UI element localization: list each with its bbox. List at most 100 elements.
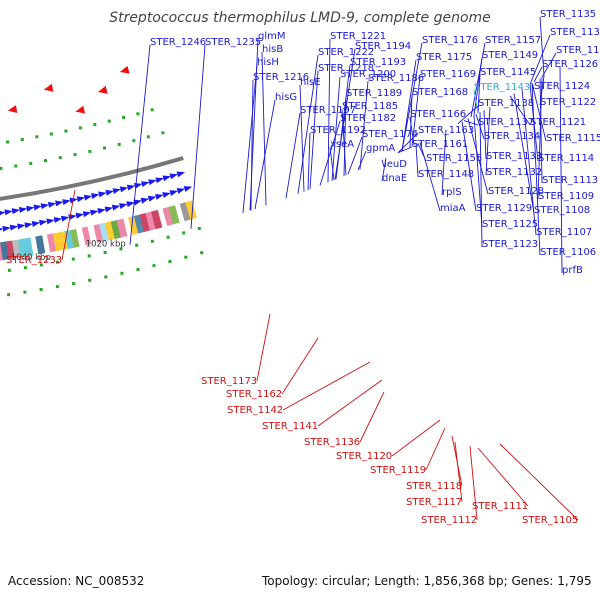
gene-label[interactable]: STER_1233 <box>6 255 62 266</box>
gene-label[interactable]: STER_1105 <box>522 515 578 526</box>
gene-label[interactable]: STER_1222 <box>318 47 374 58</box>
reverse-gene-arrow <box>119 65 130 74</box>
gene-label[interactable]: STER_1185 <box>342 101 398 112</box>
gene-label[interactable]: STER_1130 <box>556 45 600 56</box>
blue-leader-line <box>381 158 387 182</box>
gene-label[interactable]: STER_1142 <box>227 405 283 416</box>
gene-label[interactable]: STER_1194 <box>355 41 411 52</box>
gene-label[interactable]: STER_1128 <box>488 186 544 197</box>
gene-label[interactable]: STER_1120 <box>336 451 392 462</box>
gene-label[interactable]: STER_1221 <box>330 31 386 42</box>
gene-label[interactable]: STER_1126 <box>542 59 598 70</box>
gene-label[interactable]: hisE <box>300 77 321 88</box>
gene-label[interactable]: STER_1235 <box>205 37 261 48</box>
gene-label[interactable]: STER_1186 <box>368 73 424 84</box>
gene-label[interactable]: STER_1125 <box>482 219 538 230</box>
gene-label[interactable]: STER_1134 <box>484 131 540 142</box>
blue-leader-line <box>401 59 417 151</box>
track-dot <box>64 129 68 133</box>
gene-label[interactable]: STER_1114 <box>538 153 594 164</box>
gene-label[interactable]: STER_1148 <box>418 169 474 180</box>
gene-label[interactable]: STER_1192 <box>310 125 366 136</box>
gene-label[interactable]: hisB <box>262 44 283 55</box>
gene-label[interactable]: STER_1135 <box>540 9 596 20</box>
gene-label[interactable]: STER_1166 <box>410 109 466 120</box>
gene-label[interactable]: STER_1149 <box>482 50 538 61</box>
gene-label[interactable]: hisH <box>257 57 279 68</box>
gene-label[interactable]: STER_1132 <box>486 167 542 178</box>
gene-label[interactable]: STER_1129 <box>476 203 532 214</box>
forward-gene-arrow <box>60 215 70 222</box>
gene-label[interactable]: STER_1168 <box>412 87 468 98</box>
gene-label[interactable]: STER_1200 <box>340 69 396 80</box>
gene-label[interactable]: STER_1162 <box>226 389 282 400</box>
forward-gene-arrow <box>9 224 19 231</box>
gene-label[interactable]: glmM <box>258 31 286 42</box>
gene-block <box>145 211 157 231</box>
gene-label[interactable]: STER_1136 <box>304 437 360 448</box>
gene-label[interactable]: STER_1111 <box>472 501 528 512</box>
gene-label[interactable]: STER_1174 <box>362 129 418 140</box>
gene-label[interactable]: STER_1173 <box>201 376 257 387</box>
gene-label[interactable]: STER_1138 <box>478 98 534 109</box>
gene-label[interactable]: STER_1137 <box>478 117 534 128</box>
gene-label[interactable]: STER_1131 <box>550 27 600 38</box>
gene-label[interactable]: STER_1121 <box>530 117 586 128</box>
gene-label[interactable]: xseA <box>330 139 354 150</box>
gene-label[interactable]: STER_1107 <box>536 227 592 238</box>
track-dot <box>49 132 53 136</box>
track-dot <box>78 126 82 130</box>
gene-label[interactable]: STER_1216 <box>253 72 309 83</box>
gene-label[interactable]: STER_1124 <box>534 81 590 92</box>
gene-label[interactable]: STER_1156 <box>426 153 482 164</box>
gene-label[interactable]: STER_1189 <box>346 88 402 99</box>
map-title: Streptococcus thermophilus LMD-9, comple… <box>109 10 491 26</box>
gene-block <box>104 221 116 241</box>
track-dot <box>146 135 150 139</box>
forward-gene-arrow <box>75 212 85 219</box>
kbp-ticks: 1160 kbp1140 kbp1120 kbp1100 kbp1080 kbp… <box>11 239 126 263</box>
gene-label[interactable]: STER_1119 <box>370 465 426 476</box>
gene-label[interactable]: STER_1175 <box>416 52 472 63</box>
blue-leader-line <box>461 121 477 212</box>
gene-label[interactable]: miaA <box>440 203 466 214</box>
gene-label[interactable]: STER_1169 <box>420 69 476 80</box>
gene-label[interactable]: STER_1161 <box>412 139 468 150</box>
gene-label[interactable]: leuD <box>384 159 407 170</box>
gene-label[interactable]: rplS <box>442 187 462 198</box>
gene-label[interactable]: STER_1118 <box>406 481 462 492</box>
gene-label[interactable]: gpmA <box>366 143 395 154</box>
gene-label[interactable]: STER_1109 <box>538 191 594 202</box>
gene-label[interactable]: STER_1141 <box>262 421 318 432</box>
gene-label[interactable]: STER_1163 <box>418 125 474 136</box>
gene-label[interactable]: prfB <box>562 265 583 276</box>
gene-label[interactable]: STER_1112 <box>421 515 477 526</box>
gene-label[interactable]: STER_1176 <box>422 35 478 46</box>
gene-block <box>162 206 174 227</box>
gene-label[interactable]: STER_1123 <box>482 239 538 250</box>
gene-label[interactable]: STER_1115 <box>546 133 600 144</box>
gene-label[interactable]: STER_1117 <box>406 497 462 508</box>
gene-label[interactable]: STER_1122 <box>540 97 596 108</box>
red-leader-line <box>317 379 383 427</box>
blue-leader-line <box>539 78 543 184</box>
gene-label[interactable]: STER_1106 <box>540 247 596 258</box>
gene-label[interactable]: STER_1197 <box>300 105 356 116</box>
gene-label[interactable]: STER_1193 <box>350 57 406 68</box>
gene-label[interactable]: STER_1145 <box>480 67 536 78</box>
track-dot <box>55 260 59 264</box>
gene-label[interactable]: STER_1113 <box>542 175 598 186</box>
gene-label[interactable]: hisG <box>275 92 297 103</box>
red-leader-line <box>425 427 446 471</box>
gene-label[interactable]: STER_1218 <box>318 63 374 74</box>
gene-label[interactable]: STER_1182 <box>340 113 396 124</box>
gene-label[interactable]: STER_1133 <box>486 151 542 162</box>
gene-label[interactable]: STER_1246 <box>150 37 206 48</box>
gene-label[interactable]: STER_1143 <box>474 82 530 93</box>
gene-label[interactable]: STER_1157 <box>485 35 541 46</box>
gene-label[interactable]: STER_1108 <box>534 205 590 216</box>
gene-label[interactable]: dnaE <box>382 173 407 184</box>
gene-block <box>133 214 145 234</box>
